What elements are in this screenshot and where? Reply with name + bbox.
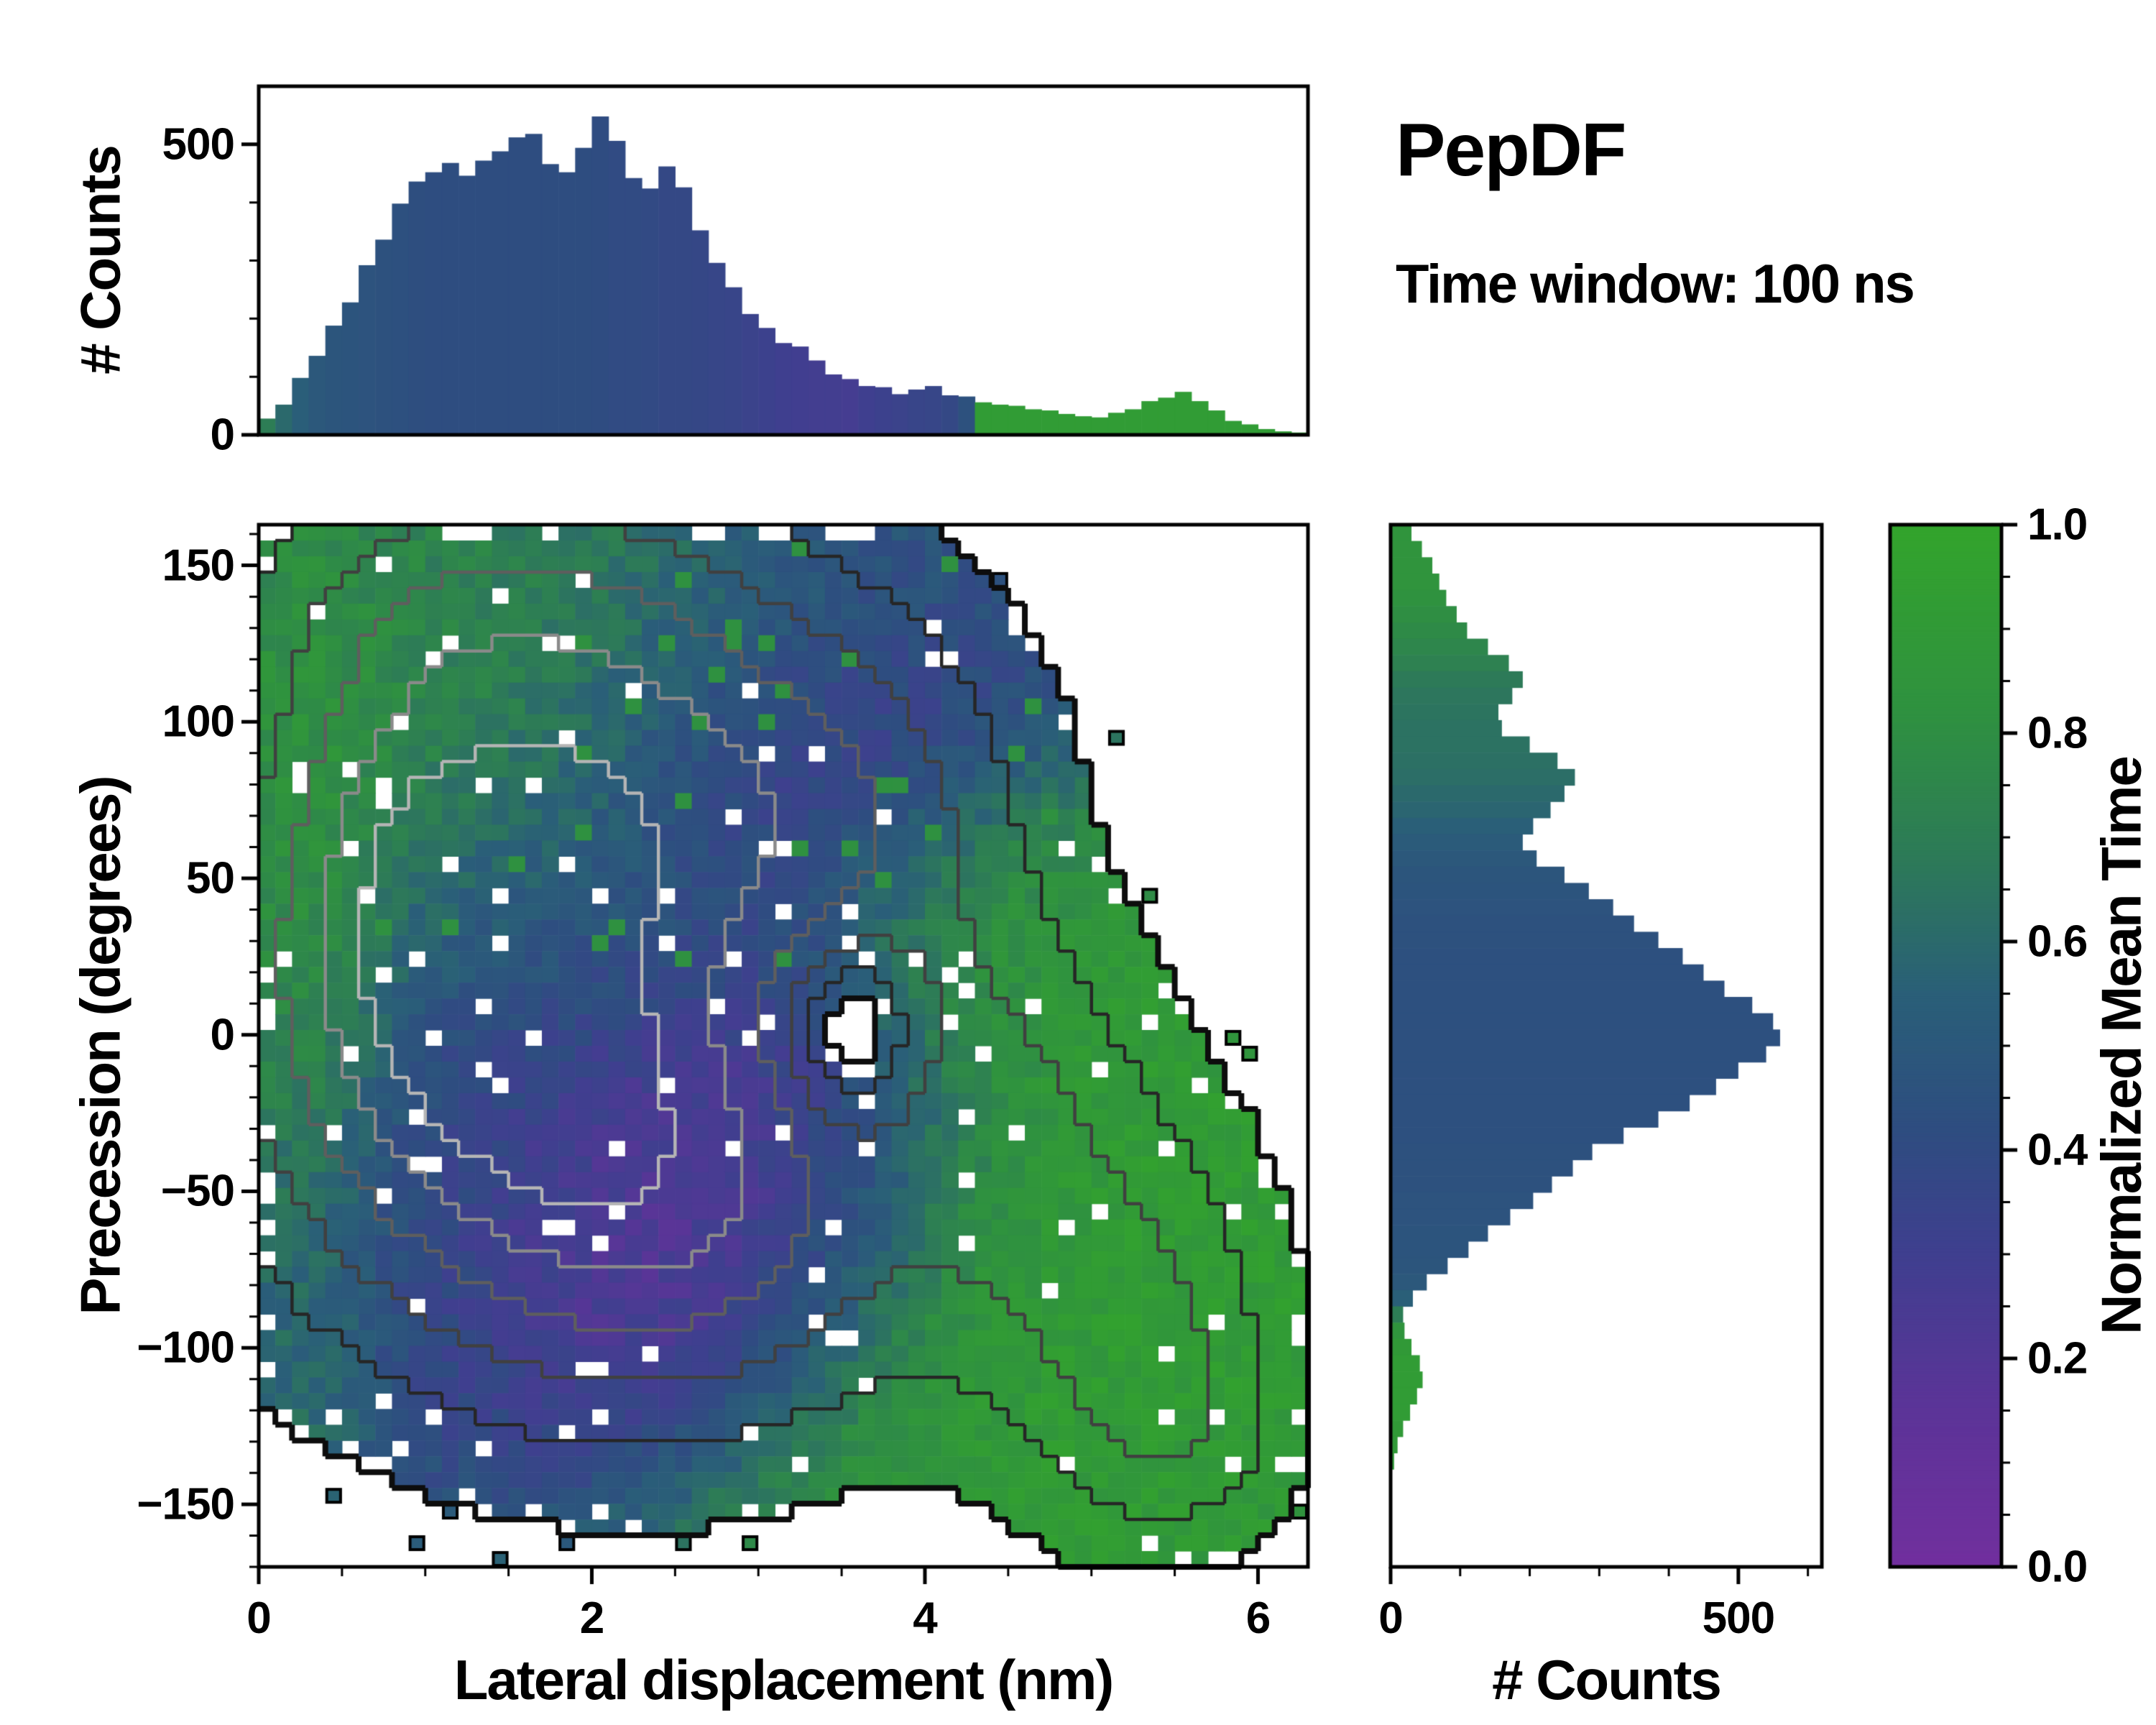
colorbar-tick-label: 1.0	[2027, 500, 2088, 550]
top-hist-y-tick-label: 0	[210, 410, 235, 460]
colorbar-label: Normalized Mean Time	[2089, 757, 2153, 1335]
top-hist-y-tick-label: 500	[162, 119, 235, 170]
colorbar-tick-label: 0.0	[2027, 1542, 2088, 1592]
colorbar-tick-label: 0.4	[2027, 1125, 2088, 1175]
right-hist-x-axis-label: # Counts	[1492, 1648, 1722, 1711]
main-x-tick-label: 6	[1245, 1593, 1271, 1643]
main-y-tick-label: 100	[162, 696, 235, 747]
main-y-tick-label: −50	[160, 1166, 235, 1216]
plot-subtitle: Time window: 100 ns	[1396, 254, 1915, 315]
right-hist-x-tick-label: 500	[1702, 1593, 1775, 1643]
main-x-axis-label: Lateral displacement (nm)	[453, 1648, 1115, 1711]
main-x-tick-label: 4	[913, 1593, 937, 1643]
main-y-tick-label: −150	[137, 1479, 235, 1530]
main-x-tick-label: 2	[579, 1593, 604, 1643]
main-y-tick-label: 50	[186, 853, 235, 903]
main-y-tick-label: 0	[210, 1010, 235, 1060]
top-hist-y-axis-label: # Counts	[68, 146, 132, 374]
main-y-tick-label: 150	[162, 540, 235, 591]
main-x-tick-label: 0	[247, 1593, 271, 1643]
colorbar-tick-label: 0.8	[2027, 708, 2088, 758]
colorbar-tick-label: 0.6	[2027, 916, 2088, 967]
main-y-axis-label: Precession (degrees)	[68, 776, 132, 1315]
plot-title: PepDF	[1396, 109, 1626, 192]
colorbar-tick-label: 0.2	[2027, 1333, 2088, 1384]
main-y-tick-label: −100	[137, 1322, 235, 1373]
right-hist-x-tick-label: 0	[1378, 1593, 1403, 1643]
